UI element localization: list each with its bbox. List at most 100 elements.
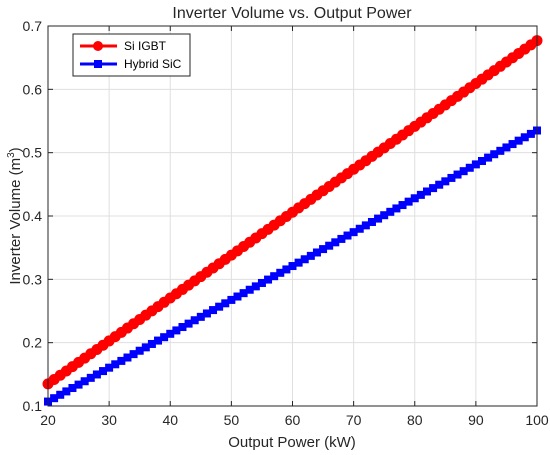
data-point bbox=[282, 265, 291, 274]
x-tick-label: 60 bbox=[285, 412, 301, 428]
data-point bbox=[56, 390, 65, 399]
data-point bbox=[202, 309, 211, 318]
data-point bbox=[111, 360, 120, 369]
data-point bbox=[68, 384, 77, 393]
data-point bbox=[135, 346, 144, 355]
data-point bbox=[50, 394, 59, 403]
data-point bbox=[178, 323, 187, 332]
data-point bbox=[398, 201, 407, 210]
data-point bbox=[404, 197, 413, 206]
data-point bbox=[484, 153, 493, 162]
data-point bbox=[160, 333, 169, 342]
data-point bbox=[227, 295, 236, 304]
data-point bbox=[459, 167, 468, 176]
x-axis-label: Output Power (kW) bbox=[228, 434, 356, 451]
data-point bbox=[147, 339, 156, 348]
data-point bbox=[319, 245, 328, 254]
x-tick-label: 30 bbox=[101, 412, 117, 428]
x-tick-label: 40 bbox=[162, 412, 178, 428]
x-tick-label: 50 bbox=[224, 412, 240, 428]
data-point bbox=[392, 204, 401, 213]
y-tick-label: 0.7 bbox=[23, 18, 43, 34]
data-point bbox=[526, 129, 535, 138]
legend: Si IGBT Hybrid SiC bbox=[72, 33, 191, 77]
data-point bbox=[453, 170, 462, 179]
legend-hybrid-sic-marker bbox=[94, 60, 102, 68]
x-tick-label: 20 bbox=[40, 412, 56, 428]
data-point bbox=[410, 194, 419, 203]
data-point bbox=[361, 221, 370, 230]
data-point bbox=[215, 302, 224, 311]
x-tick-label: 70 bbox=[346, 412, 362, 428]
data-point bbox=[166, 329, 175, 338]
data-point bbox=[221, 299, 230, 308]
data-point bbox=[105, 363, 114, 372]
data-point bbox=[209, 306, 218, 315]
data-point bbox=[337, 234, 346, 243]
data-point bbox=[80, 377, 89, 386]
data-point bbox=[233, 292, 242, 301]
data-point bbox=[172, 326, 181, 335]
data-point bbox=[184, 319, 193, 328]
x-tick-label: 100 bbox=[525, 412, 549, 428]
data-point bbox=[447, 173, 456, 182]
data-point bbox=[471, 160, 480, 169]
data-point bbox=[380, 211, 389, 220]
data-point bbox=[508, 140, 517, 149]
data-point bbox=[117, 356, 126, 365]
data-point bbox=[62, 387, 71, 396]
series-si-igbt bbox=[42, 35, 543, 390]
data-point bbox=[86, 373, 95, 382]
series-layer bbox=[42, 35, 543, 406]
data-point bbox=[92, 370, 101, 379]
data-point bbox=[123, 353, 132, 362]
y-tick-label: 0.2 bbox=[23, 335, 43, 351]
legend-hybrid-sic-label: Hybrid SiC bbox=[124, 57, 182, 71]
data-point bbox=[288, 262, 297, 271]
data-point bbox=[99, 367, 108, 376]
data-point bbox=[257, 278, 266, 287]
data-point bbox=[141, 343, 150, 352]
data-point bbox=[343, 231, 352, 240]
data-point bbox=[294, 258, 303, 267]
y-tick-label: 0.3 bbox=[23, 271, 43, 287]
data-point bbox=[74, 380, 83, 389]
data-point bbox=[429, 184, 438, 193]
data-point bbox=[514, 136, 523, 145]
data-point bbox=[264, 275, 273, 284]
data-point bbox=[129, 350, 138, 359]
data-point bbox=[251, 282, 260, 291]
data-point bbox=[441, 177, 450, 186]
data-point bbox=[349, 228, 358, 237]
ticks: 20 30 40 50 60 70 80 90 100 0.1 0.2 0.3 0.4 0.5 0.6 0.7 bbox=[23, 18, 549, 428]
data-point bbox=[416, 190, 425, 199]
y-tick-label: 0.4 bbox=[23, 208, 43, 224]
legend-si-igbt-marker bbox=[93, 41, 103, 51]
data-point bbox=[465, 163, 474, 172]
data-point bbox=[490, 150, 499, 159]
legend-box bbox=[72, 33, 191, 77]
data-point bbox=[312, 248, 321, 257]
data-point bbox=[435, 180, 444, 189]
data-point bbox=[502, 143, 511, 152]
data-point bbox=[477, 156, 486, 165]
data-point bbox=[386, 207, 395, 216]
chart-title: Inverter Volume vs. Output Power bbox=[172, 5, 412, 22]
data-point bbox=[331, 238, 340, 247]
data-point bbox=[276, 268, 285, 277]
data-point bbox=[270, 272, 279, 281]
data-point bbox=[245, 285, 254, 294]
data-point bbox=[154, 336, 163, 345]
legend-si-igbt-label: Si IGBT bbox=[124, 39, 167, 53]
data-point bbox=[422, 187, 431, 196]
data-point bbox=[196, 312, 205, 321]
data-point bbox=[355, 224, 364, 233]
data-point bbox=[239, 289, 248, 298]
y-axis-label-close: ) bbox=[7, 147, 24, 152]
data-point bbox=[325, 241, 334, 250]
data-point bbox=[520, 133, 529, 142]
data-point bbox=[367, 217, 376, 226]
y-axis-label-superscript: 3 bbox=[6, 152, 17, 158]
y-axis-label: Inverter Volume (m3) bbox=[6, 147, 24, 284]
data-point bbox=[306, 251, 315, 260]
